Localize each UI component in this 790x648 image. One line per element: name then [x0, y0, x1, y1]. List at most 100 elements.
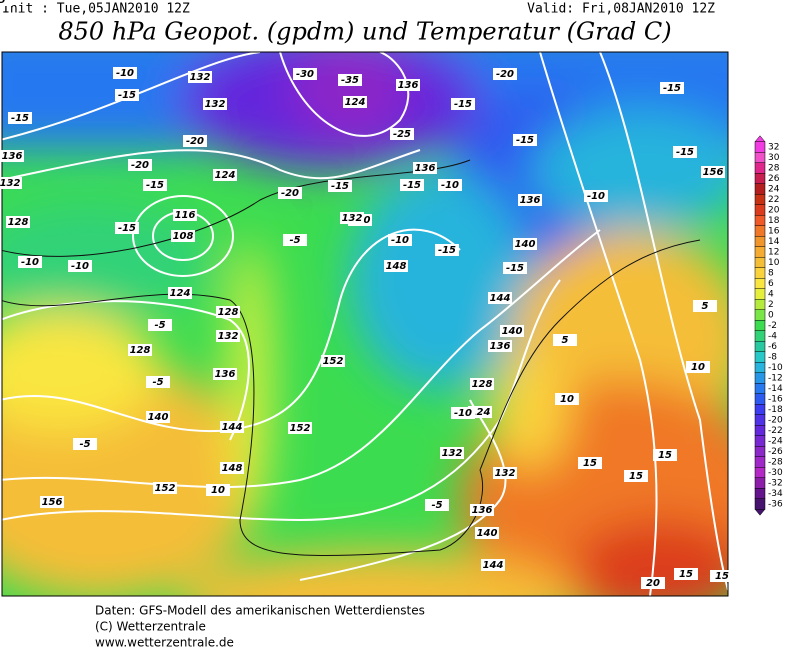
colorbar-arrow — [754, 509, 766, 516]
contour-label: 144 — [222, 422, 243, 433]
colorbar-label: -28 — [768, 458, 783, 468]
contour-label: 136 — [398, 80, 419, 91]
contour-label: 144 — [483, 560, 504, 571]
label-box — [0, 177, 22, 189]
label-box — [153, 482, 177, 494]
label-box — [213, 169, 237, 181]
label-box — [328, 180, 352, 192]
contour-label: 132 — [342, 213, 363, 224]
label-box — [673, 146, 697, 158]
label-box — [470, 504, 494, 516]
contour-label: 136 — [472, 505, 493, 516]
contour-label: 15 — [658, 450, 672, 461]
colorbar-cell — [754, 225, 766, 237]
contour-label: 5 — [702, 301, 709, 312]
colorbar-label: 0 — [768, 311, 774, 321]
colorbar-cell — [754, 372, 766, 384]
temperature-field — [2, 52, 728, 596]
contour-label: 132 — [442, 448, 463, 459]
contour-label: -15 — [331, 181, 349, 192]
contour-label: -35 — [341, 75, 359, 86]
label-box — [384, 260, 408, 272]
label-box — [513, 238, 537, 250]
colorbar-cell — [754, 162, 766, 174]
contour-label: 136 — [2, 151, 23, 162]
colorbar-label: 30 — [768, 153, 780, 163]
contour-label: 128 — [218, 307, 239, 318]
contour-label: 132 — [218, 331, 239, 342]
colorbar-cell — [754, 467, 766, 478]
label-box — [216, 330, 240, 342]
label-box — [206, 484, 230, 496]
colorbar-label: 6 — [768, 279, 774, 289]
contour-label: -15 — [11, 113, 29, 124]
contour-label: 140 — [477, 528, 498, 539]
label-box — [6, 216, 30, 228]
contour-label: -15 — [118, 223, 136, 234]
colorbar-cell — [754, 498, 766, 510]
label-box — [128, 159, 152, 171]
contour-label: 15 — [629, 471, 643, 482]
colorbar-cell — [754, 414, 766, 426]
label-box — [488, 292, 512, 304]
label-box — [338, 74, 362, 86]
label-box — [481, 559, 505, 571]
contour-label: 136 — [520, 195, 541, 206]
colorbar-label: -36 — [768, 500, 783, 510]
contour-label: -15 — [118, 90, 136, 101]
contour-label: -15 — [454, 99, 472, 110]
label-box — [493, 68, 517, 80]
contour-label: 124 — [215, 170, 236, 181]
contour-label: -10 — [587, 191, 605, 202]
contour-label: 140 — [148, 412, 169, 423]
colorbar-label: -6 — [768, 342, 777, 352]
label-box — [143, 179, 167, 191]
label-box — [278, 187, 302, 199]
label-box — [440, 447, 464, 459]
colorbar-label: -14 — [768, 384, 783, 394]
colorbar-cell — [754, 425, 766, 436]
label-box — [388, 234, 412, 246]
label-box — [18, 256, 42, 268]
colorbar-cell — [754, 194, 766, 205]
contour-label: 136 — [415, 163, 436, 174]
colorbar-label: 32 — [768, 143, 779, 153]
contour-label: 152 — [290, 423, 311, 434]
label-box — [0, 150, 24, 162]
label-box — [451, 98, 475, 110]
colorbar-cell — [754, 309, 766, 321]
label-box — [470, 378, 494, 390]
colorbar-label: -30 — [768, 468, 783, 478]
colorbar-cell — [754, 173, 766, 184]
colorbar-cell — [754, 383, 766, 394]
colorbar-label: 24 — [768, 185, 780, 195]
label-box — [40, 496, 64, 508]
map-frame — [1, 51, 729, 597]
colorbar-label: -26 — [768, 447, 783, 457]
colorbar-cell — [754, 362, 766, 373]
label-box — [488, 340, 512, 352]
footer-line: (C) Wetterzentrale — [95, 620, 206, 634]
label-box — [435, 244, 459, 256]
contour-label: -5 — [289, 235, 300, 246]
label-box — [710, 570, 734, 582]
contour-label: 10 — [211, 485, 225, 496]
label-box — [503, 262, 527, 274]
contour-label: 116 — [175, 210, 196, 221]
label-box — [578, 457, 602, 469]
colorbar-label: -8 — [768, 353, 777, 363]
label-box — [513, 134, 537, 146]
contour-label: 136 — [215, 369, 236, 380]
colorbar-cell — [754, 404, 766, 415]
label-box — [216, 306, 240, 318]
label-box — [674, 568, 698, 580]
colorbar-label: -12 — [768, 374, 783, 384]
label-box — [493, 467, 517, 479]
contour-label: -30 — [296, 69, 314, 80]
colorbar-cell — [754, 288, 766, 300]
label-box — [115, 222, 139, 234]
contour-label: -15 — [146, 180, 164, 191]
colorbar-label: -16 — [768, 395, 783, 405]
